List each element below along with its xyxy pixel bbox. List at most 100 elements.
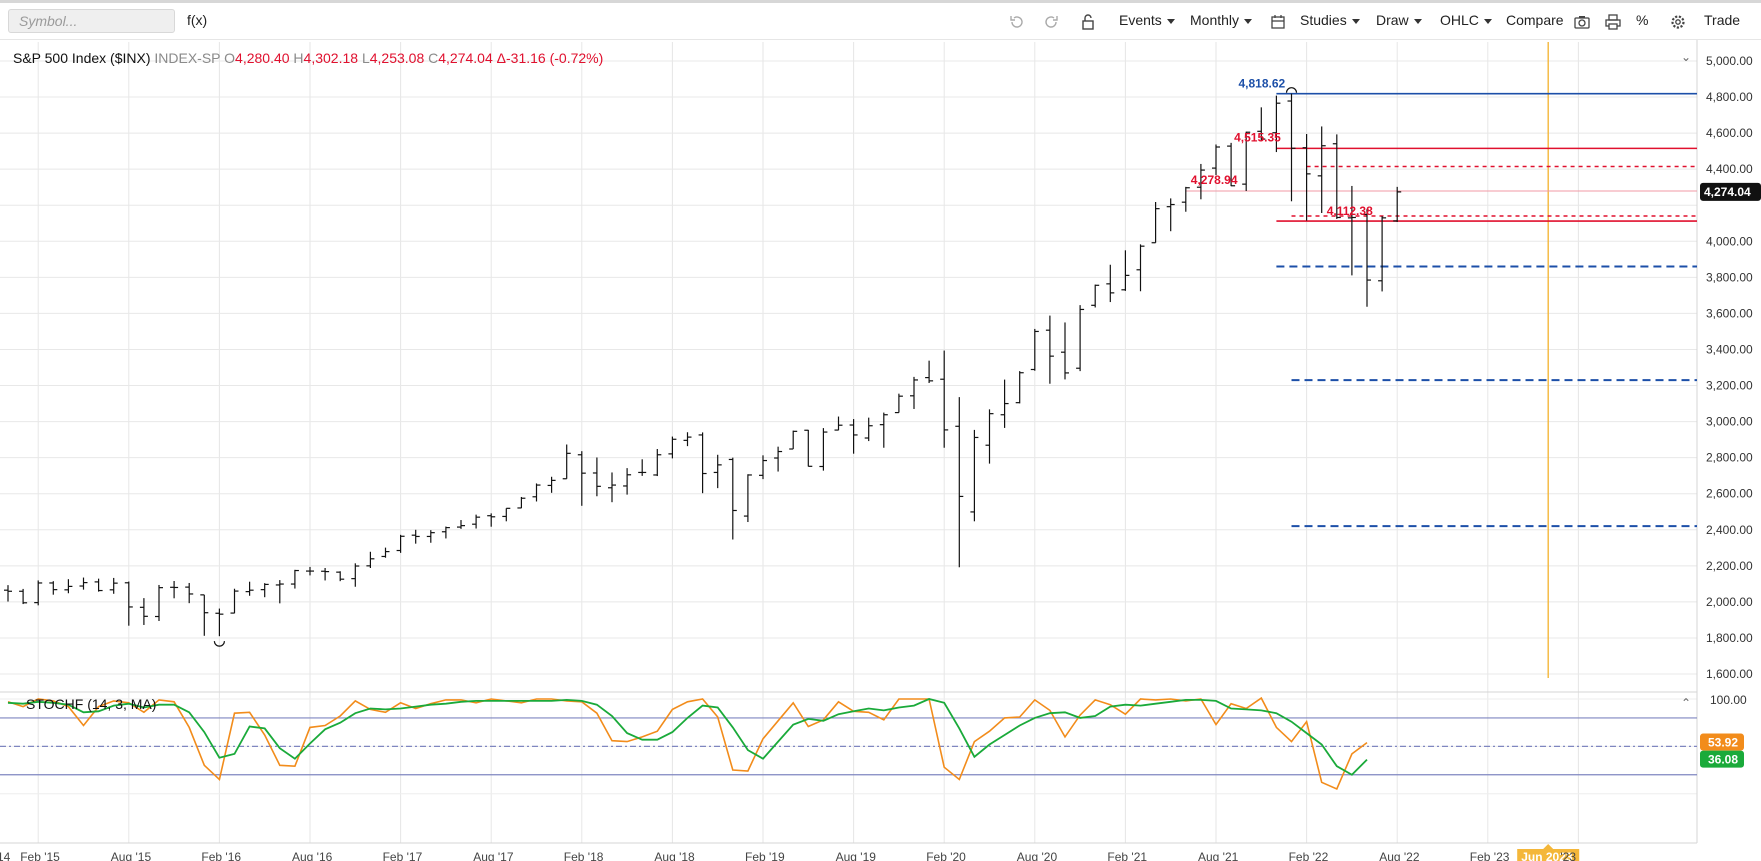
chevron-down-icon [1244,18,1253,24]
ohlc-bar [1332,134,1341,219]
ohlc-bar [1121,250,1130,291]
time-axis-label: '23 [1560,850,1576,861]
top-border [0,0,1761,3]
time-axis-label: Aug '19 [836,850,877,861]
draw-dropdown[interactable]: Draw [1376,12,1422,28]
lock-icon[interactable] [1079,13,1097,31]
ohlc-bar [336,571,345,582]
ohlc-bar [230,588,239,614]
ohlc-bar [653,449,662,477]
trade-button[interactable]: Trade [1704,12,1741,28]
studies-label: Studies [1300,12,1347,28]
last-price-label: 4,274.04 [1704,185,1751,199]
time-axis-label: Feb '16 [201,850,241,861]
price-axis-label: 5,000.00 [1706,54,1753,68]
ohlc-bar [743,474,752,523]
collapse-study-chevron-icon[interactable]: ⌃ [1680,696,1691,710]
ohlc-bar [759,455,767,480]
time-axis-label: Feb '18 [564,850,604,861]
ohlc-bar [79,577,88,590]
ohlc-bar [879,412,888,448]
chart-background [0,40,1761,861]
price-axis-label: 2,600.00 [1706,487,1753,501]
ohlc-bar [834,416,843,431]
chart-type-dropdown[interactable]: OHLC [1440,12,1492,28]
time-axis-label-partial: 14 [0,850,11,861]
ohlc-bar [668,436,677,459]
ohlc-bar [49,581,58,595]
ohlc-bar [441,526,450,539]
period-dropdown[interactable]: Monthly [1190,12,1253,28]
ohlc-bar [426,530,435,543]
collapse-chevron-icon[interactable]: ⌄ [1680,50,1691,64]
close-value: 4,274.04 [438,50,493,66]
ohlc-bar [1363,209,1371,307]
studies-dropdown[interactable]: Studies [1300,12,1360,28]
stoch-fast-value: 53.92 [1708,736,1738,750]
fx-button[interactable]: f(x) [187,12,208,28]
print-icon[interactable] [1604,13,1622,31]
time-axis-label: Feb '15 [20,850,60,861]
ohlc-bar [1227,142,1236,187]
stoch-slow-tag [1700,750,1744,768]
high-label: H [293,50,304,66]
chevron-down-icon [1413,18,1422,24]
camera-icon[interactable] [1573,13,1591,31]
ohlc-bar [970,429,979,522]
ohlc-bar [577,451,586,506]
redo-icon[interactable] [1043,13,1061,31]
ohlc-bar [955,397,964,568]
ohlc-bar [1287,93,1296,202]
ohlc-bar [1378,216,1387,292]
calendar-icon[interactable] [1269,13,1287,31]
percent-button[interactable]: % [1636,12,1649,28]
ohlc-bar [94,578,103,592]
ohlc-bar [170,580,179,599]
ohlc-bar [1000,379,1009,428]
close-label: C [428,50,439,66]
time-axis-label: Aug '18 [654,850,695,861]
annotation-level-2: 4,278.94 [1191,173,1238,187]
ohlc-bar [562,444,571,480]
low-value: 4,253.08 [369,50,425,66]
chevron-down-icon [1166,18,1175,24]
ohlc-bar [1317,126,1326,213]
toolbar: f(x) Events Monthly Studies Draw OHLC Co… [0,3,1761,40]
swing-low-marker [213,641,225,647]
ohlc-bar [1393,186,1402,223]
ohlc-bar [623,468,632,495]
ohlc-bar [1106,264,1115,303]
swing-high-marker [1285,87,1298,93]
gear-icon[interactable] [1669,13,1687,31]
date-marker-pointer [1543,844,1554,849]
chevron-down-icon [1351,18,1360,24]
chart-canvas[interactable]: 4,818.62 4,515.35 4,278.94 4,112.38 1,600.00… [0,40,1761,861]
events-dropdown[interactable]: Events [1119,12,1175,28]
ohlc-bar [19,588,28,605]
compare-button[interactable]: Compare [1506,12,1564,28]
ohlc-bar [683,432,692,447]
date-marker-label: Jun 2023 [1521,850,1573,861]
ohlc-bar [1061,322,1069,380]
ohlc-bar [985,409,994,464]
time-axis-label: Feb '20 [926,850,966,861]
time-axis-label: Feb '19 [745,850,785,861]
ohlc-bar [245,581,254,596]
undo-icon[interactable] [1007,13,1025,31]
ohlc-bar [1136,244,1145,292]
ohlc-bar [1257,107,1266,141]
ohlc-bar [789,430,798,450]
price-axis-label: 2,800.00 [1706,451,1753,465]
ohlc-bar [290,569,299,589]
events-label: Events [1119,12,1162,28]
ohlc-bar [1166,198,1175,232]
instrument-name: S&P 500 Index ($INX) [13,50,151,66]
time-axis-label: Feb '21 [1107,850,1147,861]
ohlc-bar [366,551,375,569]
symbol-input[interactable] [8,9,175,33]
ohlc-bar [185,582,194,604]
ohlc-bar [894,393,903,414]
price-axis-label: 1,600.00 [1706,667,1753,681]
time-axis-label: Aug '17 [473,850,514,861]
ohlc-bar [517,496,526,509]
